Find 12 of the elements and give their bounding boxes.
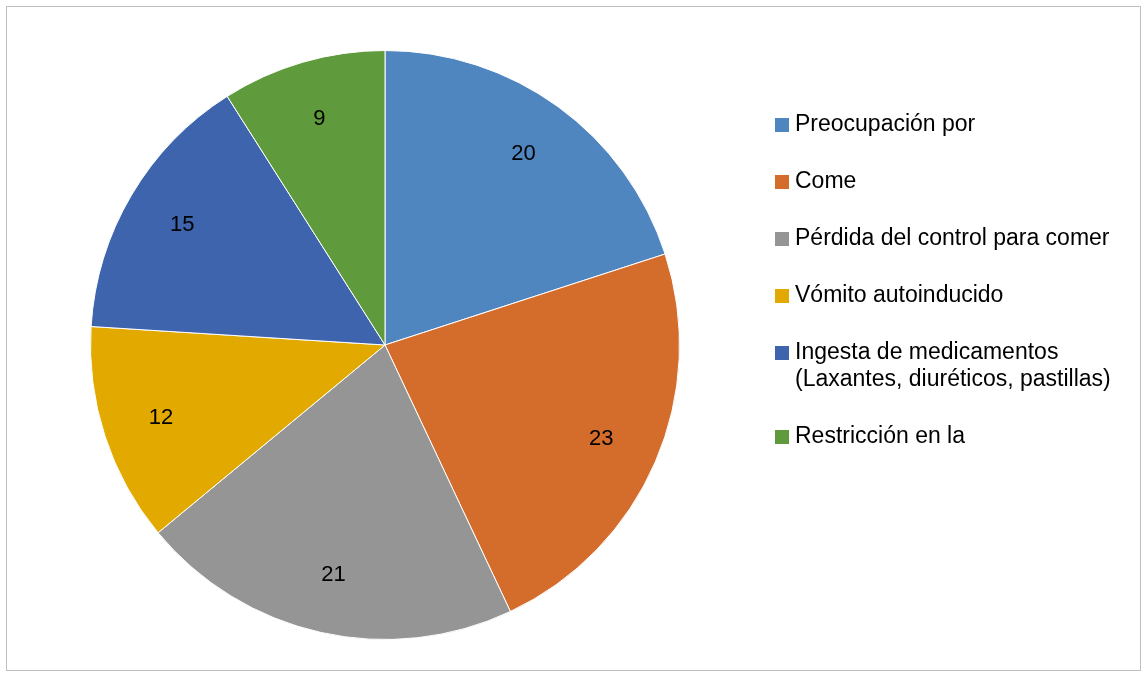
data-label: 21	[321, 560, 346, 586]
legend-label: Restricción en la	[795, 422, 966, 449]
data-label: 20	[511, 140, 536, 166]
legend-label: Pérdida del control para comer	[795, 224, 1110, 251]
data-label: 9	[313, 104, 326, 130]
data-label: 23	[588, 424, 614, 450]
data-label: 12	[148, 403, 174, 429]
legend-label: Ingesta de medicamentos (Laxantes, diuréticos, pastillas)	[795, 338, 1112, 392]
legend-label: Come	[795, 167, 857, 194]
data-label: 15	[169, 211, 195, 237]
legend-label: Preocupación por	[795, 110, 976, 137]
legend-label: Vómito autoinducido	[795, 281, 1004, 308]
